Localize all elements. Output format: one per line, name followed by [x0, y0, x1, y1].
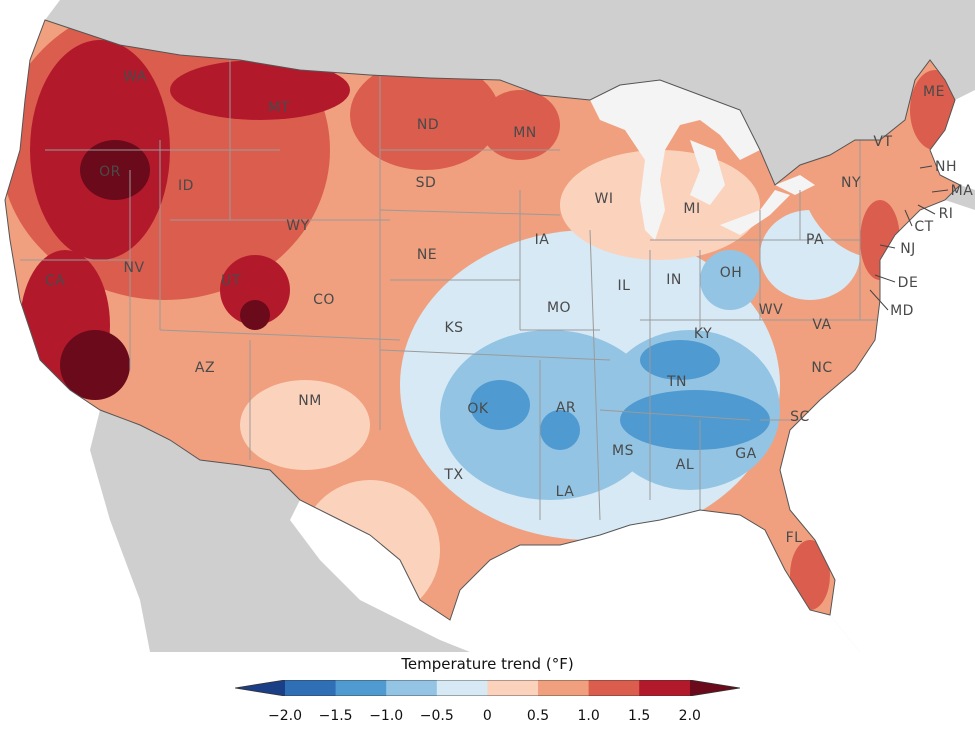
state-label-tn: TN [666, 374, 688, 390]
state-label-ca: CA [44, 273, 66, 289]
leader-lines [869, 165, 949, 311]
temperature-region [480, 90, 560, 160]
state-label-in: IN [666, 272, 682, 288]
legend-tick-label: 0 [482, 708, 492, 724]
state-border [599, 409, 751, 421]
legend-swatch [335, 680, 387, 696]
legend-tick-label: 2.0 [678, 708, 701, 724]
state-label-nj: NJ [900, 241, 916, 257]
state-label-ky: KY [693, 326, 713, 342]
legend-swatch [285, 680, 337, 696]
state-label-ne: NE [416, 247, 438, 263]
state-label-mo: MO [546, 300, 572, 316]
state-label-fl: FL [785, 530, 803, 546]
state-label-ma: MA [950, 183, 974, 199]
state-label-wa: WA [123, 69, 147, 85]
temperature-region [540, 410, 580, 450]
pacific-ocean [0, 0, 150, 652]
legend-tick-label: 1.5 [628, 708, 651, 724]
state-border [159, 329, 401, 341]
state-label-ia: IA [534, 232, 550, 248]
legend-colorbar [235, 680, 740, 696]
state-label-co: CO [313, 292, 335, 308]
state-label-vt: VT [873, 134, 893, 150]
state-label-mi: MI [683, 201, 701, 217]
temperature-region [60, 330, 130, 400]
state-label-ar: AR [555, 400, 577, 416]
state-border [589, 229, 601, 521]
temperature-region [700, 250, 760, 310]
legend-swatch [639, 680, 691, 696]
state-label-ct: CT [914, 219, 934, 235]
temperature-region [240, 300, 270, 330]
legend-tick-label: 0.5 [526, 708, 550, 724]
state-border [379, 349, 611, 361]
state-label-la: LA [555, 484, 575, 500]
legend-swatch [436, 680, 488, 696]
temperature-region [170, 60, 350, 120]
gulf-of-mexico [290, 500, 860, 652]
state-label-ga: GA [735, 446, 757, 462]
legend-swatch [386, 680, 438, 696]
temperature-region [80, 140, 150, 200]
legend-swatch-high-end [690, 680, 740, 696]
state-label-ny: NY [840, 175, 862, 191]
state-label-oh: OH [719, 265, 743, 281]
state-label-pa: PA [805, 232, 825, 248]
state-label-az: AZ [194, 360, 216, 376]
state-label-nh: NH [935, 159, 957, 175]
state-borders [20, 60, 880, 521]
state-label-nd: ND [416, 117, 440, 133]
state-label-me: ME [923, 84, 945, 100]
state-label-va: VA [812, 317, 832, 333]
state-label-ut: UT [221, 273, 241, 289]
legend-tick-label: −2.0 [268, 708, 302, 724]
state-label-or: OR [99, 164, 121, 180]
legend-tick-label: −0.5 [419, 708, 454, 724]
state-label-nm: NM [298, 393, 322, 409]
state-label-sc: SC [790, 409, 810, 425]
legend-swatch [538, 680, 590, 696]
legend-tick-label: 1.0 [577, 708, 600, 724]
atlantic-ocean [780, 90, 975, 652]
temperature-region [220, 255, 290, 325]
state-label-wi: WI [594, 191, 614, 207]
state-label-il: IL [617, 278, 631, 294]
state-label-nv: NV [123, 260, 145, 276]
state-label-ks: KS [444, 320, 464, 336]
state-label-ri: RI [938, 206, 954, 222]
state-label-tx: TX [444, 467, 464, 483]
state-border [379, 209, 561, 216]
state-label-wv: WV [758, 302, 784, 318]
state-label-mn: MN [513, 125, 537, 141]
state-label-wy: WY [286, 218, 310, 234]
temperature-region [620, 390, 770, 450]
us-temperature-trend-map [0, 0, 975, 652]
state-label-nc: NC [811, 360, 833, 376]
state-label-ms: MS [612, 443, 634, 459]
temperature-region [640, 340, 720, 380]
state-label-de: DE [897, 275, 919, 291]
temperature-region [240, 380, 370, 470]
legend-title: Temperature trend (°F) [401, 655, 574, 673]
legend-swatch [487, 680, 539, 696]
temperature-region [350, 60, 500, 170]
state-label-al: AL [675, 457, 695, 473]
state-label-ok: OK [467, 401, 489, 417]
temperature-field [5, 20, 960, 620]
state-label-mt: MT [268, 100, 290, 116]
temperature-region [790, 540, 830, 610]
state-label-sd: SD [415, 175, 437, 191]
legend-swatch [588, 680, 640, 696]
state-label-md: MD [890, 303, 914, 319]
legend-tick-label: −1.0 [369, 708, 404, 724]
temperature-region [470, 380, 530, 430]
state-label-id: ID [178, 178, 194, 194]
legend-tick-label: −1.5 [318, 708, 353, 724]
great-lakes [590, 80, 815, 240]
legend-swatch-low-end [235, 680, 285, 696]
